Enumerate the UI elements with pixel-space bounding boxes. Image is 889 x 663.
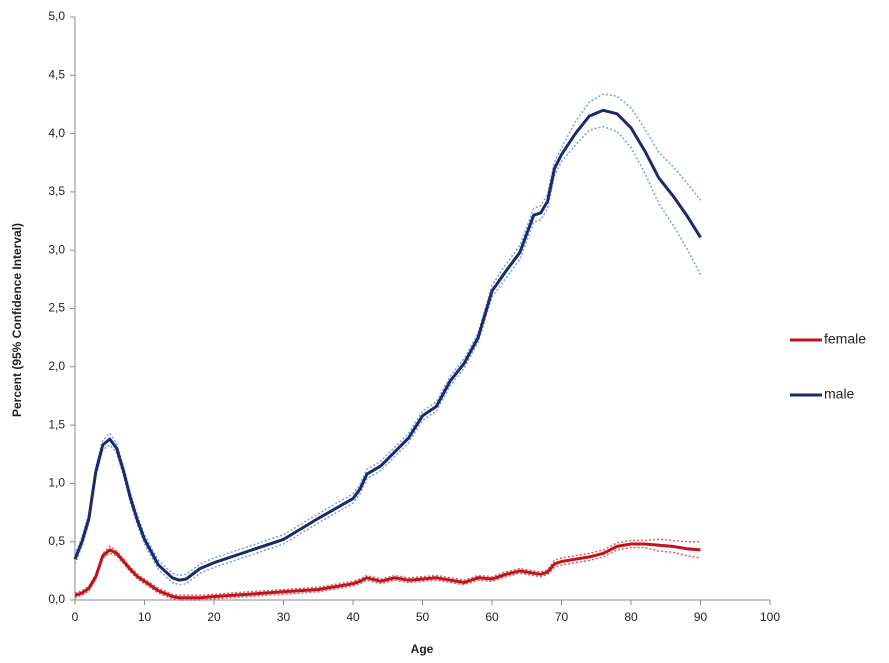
x-tick-label: 0 [72,610,79,624]
x-tick-label: 20 [207,610,221,624]
ci-line [74,538,701,597]
y-tick-label: 2,0 [48,359,65,373]
x-axis-title: Age [411,642,434,656]
x-tick-label: 100 [760,610,780,624]
y-tick-label: 3,5 [48,184,65,198]
ci-line [74,546,701,601]
ci-line [74,93,702,577]
ci-line [74,125,702,586]
y-tick-label: 0,0 [48,592,65,606]
x-tick-label: 70 [555,610,569,624]
x-tick-label: 50 [416,610,430,624]
y-tick-label: 1,0 [48,476,65,490]
y-axis-title: Percent (95% Confidence Interval) [10,223,24,417]
y-tick-label: 1,5 [48,417,65,431]
series-line [74,542,701,600]
y-tick-label: 5,0 [48,9,65,23]
y-tick-label: 2,5 [48,301,65,315]
legend-label: female [824,331,866,347]
y-tick-label: 4,5 [48,67,65,81]
x-tick-label: 80 [624,610,638,624]
x-tick-label: 90 [694,610,708,624]
y-tick-label: 3,0 [48,242,65,256]
y-tick-label: 4,0 [48,126,65,140]
x-tick-label: 30 [277,610,291,624]
x-tick-label: 40 [346,610,360,624]
series-line [73,108,702,582]
legend-label: male [824,386,855,402]
x-tick-label: 60 [485,610,499,624]
x-tick-label: 10 [138,610,152,624]
y-tick-label: 0,5 [48,534,65,548]
